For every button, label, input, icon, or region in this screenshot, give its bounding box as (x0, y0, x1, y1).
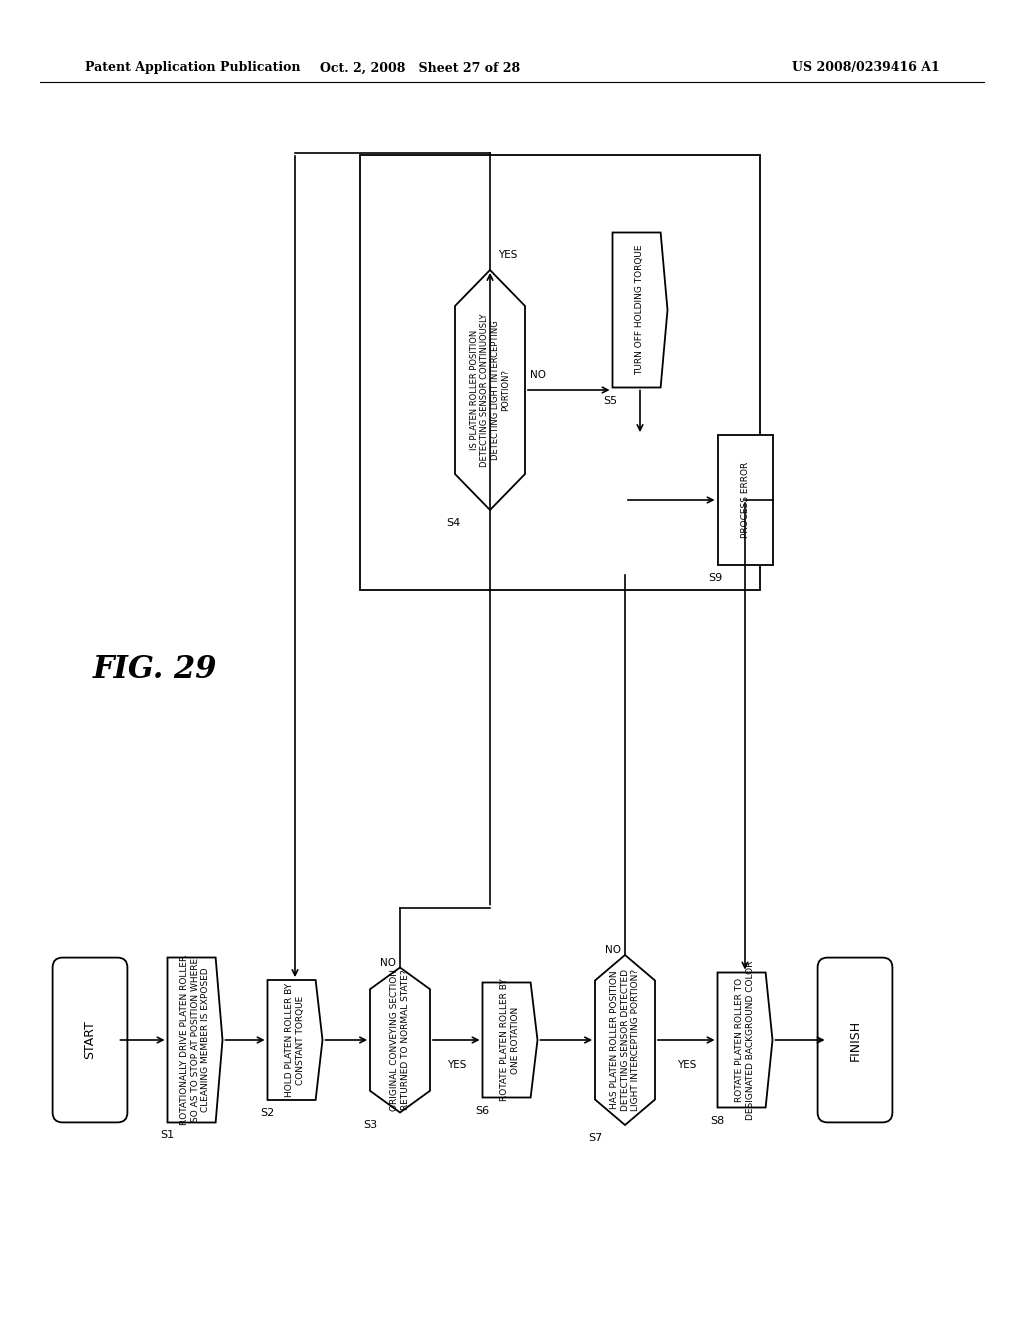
Text: ROTATE PLATEN ROLLER TO
DESIGNATED BACKGROUND COLOR: ROTATE PLATEN ROLLER TO DESIGNATED BACKG… (735, 961, 755, 1119)
Text: YES: YES (498, 249, 517, 260)
Text: S2: S2 (260, 1107, 274, 1118)
Text: NO: NO (380, 957, 396, 968)
Text: S4: S4 (445, 517, 460, 528)
Polygon shape (168, 957, 222, 1122)
Text: FIG. 29: FIG. 29 (93, 655, 217, 685)
FancyBboxPatch shape (52, 957, 127, 1122)
Polygon shape (455, 271, 525, 510)
Text: PROCESS ERROR: PROCESS ERROR (740, 462, 750, 539)
Text: US 2008/0239416 A1: US 2008/0239416 A1 (793, 62, 940, 74)
Text: NO: NO (530, 370, 546, 380)
Text: FINISH: FINISH (849, 1019, 861, 1060)
Text: Patent Application Publication: Patent Application Publication (85, 62, 300, 74)
Text: HOLD PLATEN ROLLER BY
CONSTANT TORQUE: HOLD PLATEN ROLLER BY CONSTANT TORQUE (286, 983, 305, 1097)
Text: YES: YES (446, 1060, 466, 1071)
Text: S7: S7 (588, 1133, 602, 1143)
Text: IS PLATEN ROLLER POSITION
DETECTING SENSOR CONTINUOUSLY
DETECTING LIGHT INTERCEP: IS PLATEN ROLLER POSITION DETECTING SENS… (470, 313, 510, 467)
Polygon shape (612, 232, 668, 388)
Text: ORIGINAL CONVEYING SECTION
RETURNED TO NORMAL STATE?: ORIGINAL CONVEYING SECTION RETURNED TO N… (390, 969, 410, 1111)
Bar (718, 436, 772, 565)
Text: ROTATIONALLY DRIVE PLATEN ROLLER
SO AS TO STOP AT POSITION WHERE
CLEANING MEMBER: ROTATIONALLY DRIVE PLATEN ROLLER SO AS T… (180, 954, 210, 1125)
Polygon shape (370, 968, 430, 1113)
Text: ROTATE PLATEN ROLLER BY
ONE ROTATION: ROTATE PLATEN ROLLER BY ONE ROTATION (501, 978, 520, 1101)
FancyBboxPatch shape (817, 957, 892, 1122)
Text: S1: S1 (161, 1130, 174, 1140)
Text: START: START (84, 1020, 96, 1060)
Text: S3: S3 (362, 1121, 377, 1130)
Polygon shape (595, 954, 655, 1125)
Polygon shape (267, 979, 323, 1100)
Text: TURN OFF HOLDING TORQUE: TURN OFF HOLDING TORQUE (636, 244, 644, 375)
Text: S6: S6 (475, 1106, 489, 1115)
Text: NO: NO (605, 945, 621, 954)
Text: YES: YES (677, 1060, 696, 1071)
Text: HAS PLATEN ROLLER POSITION
DETECTING SENSOR DETECTED
LIGHT INTERCEPTING PORTION?: HAS PLATEN ROLLER POSITION DETECTING SEN… (610, 969, 640, 1111)
Bar (360, 154, 760, 590)
Polygon shape (482, 982, 538, 1097)
Text: S9: S9 (709, 573, 723, 583)
Text: Oct. 2, 2008   Sheet 27 of 28: Oct. 2, 2008 Sheet 27 of 28 (319, 62, 520, 74)
Polygon shape (718, 973, 772, 1107)
Text: S5: S5 (603, 396, 617, 405)
Text: S8: S8 (711, 1115, 725, 1126)
